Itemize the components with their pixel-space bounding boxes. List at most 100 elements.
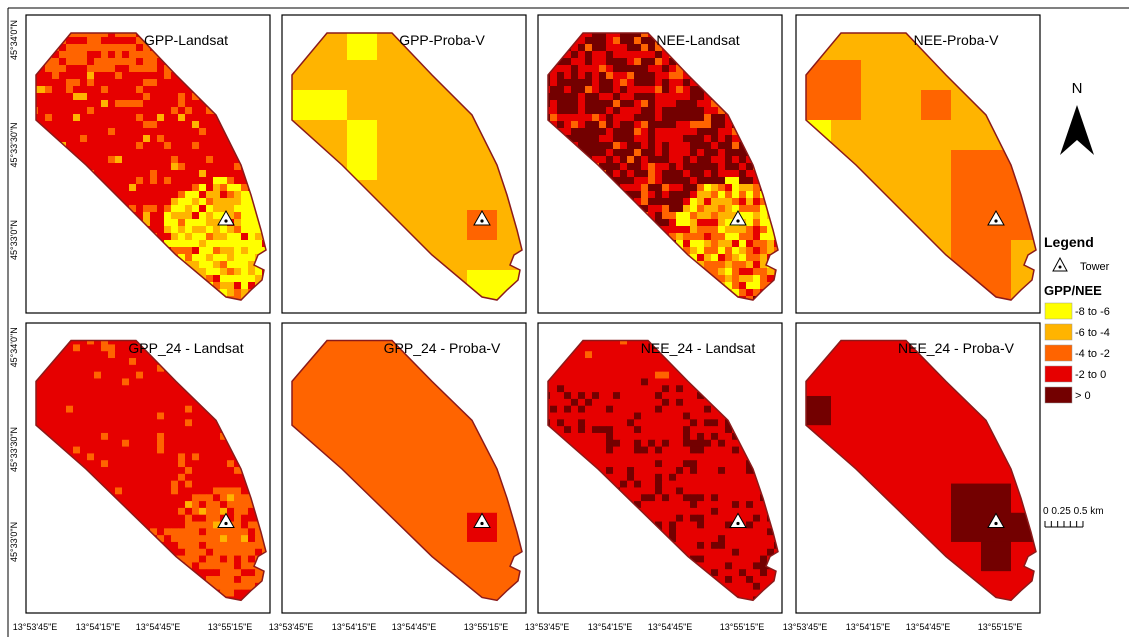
pixel bbox=[73, 365, 81, 372]
pixel bbox=[697, 205, 705, 213]
pixel bbox=[157, 522, 165, 529]
pixel bbox=[669, 142, 677, 150]
pixel bbox=[206, 481, 214, 488]
pixel bbox=[136, 65, 144, 73]
tower-dot bbox=[224, 522, 227, 525]
pixel bbox=[620, 406, 628, 413]
pixel bbox=[52, 378, 60, 385]
pixel bbox=[718, 198, 726, 206]
pixel bbox=[718, 254, 726, 262]
pixel bbox=[171, 100, 179, 108]
pixel bbox=[171, 515, 179, 522]
pixel bbox=[592, 351, 600, 358]
pixel bbox=[634, 170, 642, 178]
pixel bbox=[641, 72, 649, 80]
pixel bbox=[697, 170, 705, 178]
pixel bbox=[571, 72, 579, 80]
pixel bbox=[115, 399, 123, 406]
pixel bbox=[676, 142, 684, 150]
pixel bbox=[227, 191, 235, 199]
pixel bbox=[655, 378, 663, 385]
pixel bbox=[248, 212, 256, 220]
pixel bbox=[557, 100, 565, 108]
tower-dot bbox=[994, 219, 997, 222]
pixel bbox=[347, 120, 378, 151]
pixel bbox=[73, 419, 81, 426]
panel-title: GPP-Landsat bbox=[144, 32, 228, 48]
pixel bbox=[178, 191, 186, 199]
pixel bbox=[157, 372, 165, 379]
pixel bbox=[676, 170, 684, 178]
pixel bbox=[241, 275, 249, 283]
pixel bbox=[669, 212, 677, 220]
pixel bbox=[662, 142, 670, 150]
pixel bbox=[115, 419, 123, 426]
pixel bbox=[241, 508, 249, 515]
pixel bbox=[164, 142, 172, 150]
pixel bbox=[571, 433, 579, 440]
pixel bbox=[578, 107, 586, 115]
pixel bbox=[227, 163, 235, 171]
pixel bbox=[592, 378, 600, 385]
pixel bbox=[234, 184, 242, 192]
pixel bbox=[150, 128, 158, 136]
pixel bbox=[648, 107, 656, 115]
pixel bbox=[66, 58, 74, 66]
pixel bbox=[704, 121, 712, 129]
pixel bbox=[220, 254, 228, 262]
pixel bbox=[662, 170, 670, 178]
pixel bbox=[150, 419, 158, 426]
pixel bbox=[697, 121, 705, 129]
pixel bbox=[662, 198, 670, 206]
pixel bbox=[80, 58, 88, 66]
pixel bbox=[192, 198, 200, 206]
pixel bbox=[606, 426, 614, 433]
pixel bbox=[150, 198, 158, 206]
pixel bbox=[746, 233, 754, 241]
pixel bbox=[80, 392, 88, 399]
pixel bbox=[150, 494, 158, 501]
pixel bbox=[725, 205, 733, 213]
pixel bbox=[831, 90, 862, 121]
pixel bbox=[550, 399, 558, 406]
pixel bbox=[185, 198, 193, 206]
pixel bbox=[599, 413, 607, 420]
pixel bbox=[199, 419, 207, 426]
pixel bbox=[655, 58, 663, 66]
pixel bbox=[94, 460, 102, 467]
pixel bbox=[711, 226, 719, 234]
pixel bbox=[59, 58, 67, 66]
pixel bbox=[241, 583, 249, 590]
pixel bbox=[129, 72, 137, 80]
pixel bbox=[648, 72, 656, 80]
pixel bbox=[592, 365, 600, 372]
pixel bbox=[585, 413, 593, 420]
pixel bbox=[213, 542, 221, 549]
pixel bbox=[627, 372, 635, 379]
pixel bbox=[634, 426, 642, 433]
pixel bbox=[185, 233, 193, 241]
pixel bbox=[66, 65, 74, 73]
pixel bbox=[122, 44, 130, 52]
pixel bbox=[73, 128, 81, 136]
pixel bbox=[66, 51, 74, 59]
pixel bbox=[66, 121, 74, 129]
pixel bbox=[585, 100, 593, 108]
pixel bbox=[199, 460, 207, 467]
pixel bbox=[662, 385, 670, 392]
pixel bbox=[627, 385, 635, 392]
pixel bbox=[136, 406, 144, 413]
pixel bbox=[606, 385, 614, 392]
pixel bbox=[634, 44, 642, 52]
pixel bbox=[220, 156, 228, 164]
pixel bbox=[108, 426, 116, 433]
pixel bbox=[711, 142, 719, 150]
pixel bbox=[620, 58, 628, 66]
pixel bbox=[80, 128, 88, 136]
pixel bbox=[655, 79, 663, 87]
pixel bbox=[648, 419, 656, 426]
pixel bbox=[725, 275, 733, 283]
pixel bbox=[627, 433, 635, 440]
pixel bbox=[725, 268, 733, 276]
pixel bbox=[564, 79, 572, 87]
